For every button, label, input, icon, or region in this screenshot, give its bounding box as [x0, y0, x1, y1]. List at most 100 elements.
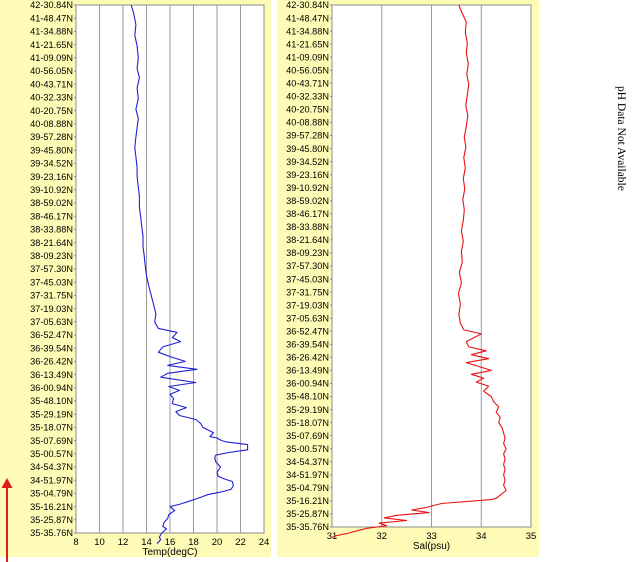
temp-x-tick-label: 12	[118, 537, 129, 548]
sal-y-tick-label: 36-52.47N	[286, 326, 329, 336]
temp-y-tick-label: 40-32.33N	[30, 93, 73, 103]
sal-y-tick-label: 40-32.33N	[286, 92, 329, 102]
salinity-chart: 31 32 33 34 35 42-30.84N 41-48.47N 41-34.88N 41-…	[286, 0, 537, 552]
temp-y-tick-label: 40-08.88N	[30, 119, 73, 129]
sal-y-tick-label: 35-04.79N	[286, 483, 329, 493]
temp-y-tick-label: 37-57.30N	[30, 264, 73, 274]
temp-y-tick-label: 40-20.75N	[30, 106, 73, 116]
sal-y-tick-label: 39-10.92N	[286, 183, 329, 193]
sal-y-tick-label: 41-34.88N	[286, 26, 329, 36]
temp-y-tick-label: 36-00.94N	[30, 383, 73, 393]
temp-y-tick-label: 35-25.87N	[30, 515, 73, 525]
temp-x-axis-title: Temp(degC)	[142, 547, 197, 558]
sal-y-tick-label: 37-05.63N	[286, 313, 329, 323]
temp-y-tick-label: 42-30.84N	[30, 0, 73, 10]
sal-y-tick-label: 36-39.54N	[286, 340, 329, 350]
sal-y-tick-label: 38-59.02N	[286, 196, 329, 206]
sal-x-axis-title: Sal(psu)	[413, 541, 450, 552]
sal-y-tick-label: 38-21.64N	[286, 235, 329, 245]
temp-y-tick-label: 40-43.71N	[30, 79, 73, 89]
sal-y-tick-label: 39-34.52N	[286, 157, 329, 167]
temp-x-tick-label: 20	[212, 537, 223, 548]
temp-x-tick-label: 16	[165, 537, 176, 548]
temp-y-tick-label: 36-26.42N	[30, 357, 73, 367]
sal-y-tick-label: 41-21.65N	[286, 39, 329, 49]
temp-y-tick-label: 37-19.03N	[30, 304, 73, 314]
temp-y-tick-label: 35-29.19N	[30, 409, 73, 419]
temp-y-tick-label: 41-48.47N	[30, 13, 73, 23]
sal-y-tick-label: 41-09.09N	[286, 52, 329, 62]
sal-y-tick-label: 40-08.88N	[286, 118, 329, 128]
temp-y-tick-label: 40-56.05N	[30, 66, 73, 76]
temp-y-tick-label: 38-21.64N	[30, 238, 73, 248]
sal-y-tick-label: 35-25.87N	[286, 509, 329, 519]
temp-y-tick-label: 41-34.88N	[30, 27, 73, 37]
sal-y-tick-label: 39-23.16N	[286, 170, 329, 180]
temp-y-tick-label: 36-39.54N	[30, 343, 73, 353]
temp-y-tick-label: 39-10.92N	[30, 185, 73, 195]
sal-x-tick-label: 34	[476, 531, 487, 542]
sal-y-tick-label: 37-19.03N	[286, 300, 329, 310]
temp-y-tick-label: 37-45.03N	[30, 277, 73, 287]
sal-y-tick-label: 35-07.69N	[286, 431, 329, 441]
temp-y-tick-label: 35-35.76N	[30, 528, 73, 538]
temp-x-tick-label: 14	[141, 537, 152, 548]
sal-series-line	[331, 4, 507, 538]
temperature-chart: 8 10 12 14 16 18 20 22 24 42-30.84N 41-48.47N 41-34…	[30, 0, 270, 558]
temp-x-tick-label: 8	[73, 537, 78, 548]
sal-y-tick-label: 37-45.03N	[286, 274, 329, 284]
sal-x-tick-label: 32	[376, 531, 387, 542]
temp-y-tick-label: 35-04.79N	[30, 489, 73, 499]
temp-y-tick-label: 34-54.37N	[30, 462, 73, 472]
temp-y-tick-label: 38-59.02N	[30, 198, 73, 208]
temp-y-tick-label: 38-33.88N	[30, 225, 73, 235]
temperature-chart-panel: 8 10 12 14 16 18 20 22 24 42-30.84N 41-48.47N 41-34…	[0, 0, 271, 558]
sal-y-tick-label: 41-48.47N	[286, 13, 329, 23]
temp-x-tick-label: 22	[235, 537, 246, 548]
sal-y-tick-label: 40-43.71N	[286, 79, 329, 89]
temp-y-tick-label: 34-51.97N	[30, 475, 73, 485]
temp-y-tick-label: 35-16.21N	[30, 502, 73, 512]
sal-y-tick-label: 35-29.19N	[286, 405, 329, 415]
temp-y-tick-label: 38-09.23N	[30, 251, 73, 261]
sal-y-tick-label: 40-20.75N	[286, 105, 329, 115]
sal-y-tick-label: 40-56.05N	[286, 65, 329, 75]
sal-y-tick-label: 34-51.97N	[286, 470, 329, 480]
temp-y-tick-label: 35-18.07N	[30, 423, 73, 433]
temp-y-tick-label: 36-52.47N	[30, 330, 73, 340]
temp-x-tick-label: 24	[259, 537, 270, 548]
sal-y-tick-label: 39-57.28N	[286, 131, 329, 141]
sal-y-tick-label: 36-26.42N	[286, 353, 329, 363]
ph-note-text: pH Data Not Available	[615, 86, 627, 191]
temp-y-tick-label: 35-07.69N	[30, 436, 73, 446]
sal-y-tick-label: 42-30.84N	[286, 0, 329, 10]
temp-y-tick-label: 39-57.28N	[30, 132, 73, 142]
sal-x-tick-label: 33	[426, 531, 437, 542]
temp-x-tick-label: 10	[94, 537, 105, 548]
sal-y-tick-label: 38-46.17N	[286, 209, 329, 219]
sal-y-tick-label: 36-13.49N	[286, 366, 329, 376]
sal-x-tick-label: 35	[526, 531, 537, 542]
temp-y-tick-label: 41-21.65N	[30, 40, 73, 50]
sal-x-tick-label: 31	[327, 531, 338, 542]
sal-y-tick-label: 37-57.30N	[286, 261, 329, 271]
sal-y-tick-label: 39-45.80N	[286, 144, 329, 154]
temp-y-tick-label: 35-00.57N	[30, 449, 73, 459]
direction-arrow-icon	[1, 478, 13, 562]
temp-y-tick-label: 38-46.17N	[30, 211, 73, 221]
temp-series-line	[130, 4, 249, 544]
sal-y-tick-label: 35-35.76N	[286, 522, 329, 532]
temp-y-tick-label: 37-05.63N	[30, 317, 73, 327]
sal-y-tick-label: 35-18.07N	[286, 418, 329, 428]
temp-y-tick-label: 41-09.09N	[30, 53, 73, 63]
salinity-chart-panel: 31 32 33 34 35 42-30.84N 41-48.47N 41-34.88N 41-…	[277, 0, 539, 557]
temp-y-tick-label: 35-48.10N	[30, 396, 73, 406]
temp-y-tick-label: 36-13.49N	[30, 370, 73, 380]
temp-y-tick-label: 37-31.75N	[30, 291, 73, 301]
sal-y-tick-label: 35-16.21N	[286, 496, 329, 506]
ph-note: pH Data Not Available	[615, 86, 627, 191]
sal-y-tick-label: 38-33.88N	[286, 222, 329, 232]
sal-y-tick-label: 37-31.75N	[286, 287, 329, 297]
temp-y-tick-label: 39-34.52N	[30, 159, 73, 169]
sal-y-tick-label: 35-00.57N	[286, 444, 329, 454]
